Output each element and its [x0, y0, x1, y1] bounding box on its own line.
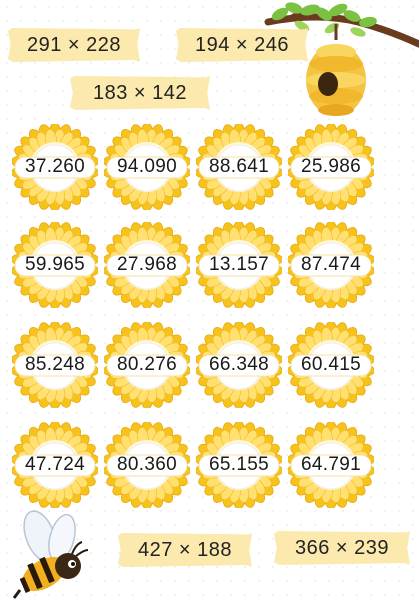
expression-tape[interactable]: 366 × 239	[274, 531, 410, 565]
expression-tape[interactable]: 194 × 246	[176, 28, 308, 62]
answer-value: 65.155	[209, 454, 269, 475]
answer-value: 60.415	[301, 354, 361, 375]
answer-value: 94.090	[117, 156, 177, 177]
answer-value: 66.348	[209, 354, 269, 375]
sunflower-answer[interactable]: 25.986	[288, 124, 374, 210]
sunflower-answer[interactable]: 37.260	[12, 124, 98, 210]
answer-value: 25.986	[301, 156, 361, 177]
sunflower-answer[interactable]: 59.965	[12, 222, 98, 308]
bee-icon	[12, 510, 89, 599]
answer-value: 27.968	[117, 254, 177, 275]
sunflower-answer[interactable]: 87.474	[288, 222, 374, 308]
expression-tape[interactable]: 291 × 228	[8, 28, 140, 62]
expression-tape[interactable]: 427 × 188	[118, 533, 252, 567]
answer-value: 80.276	[117, 354, 177, 375]
sunflower-answer[interactable]: 47.724	[12, 422, 98, 508]
sunflower-answer[interactable]: 27.968	[104, 222, 190, 308]
answer-value: 85.248	[25, 354, 85, 375]
sunflower-answer[interactable]: 64.791	[288, 422, 374, 508]
sunflower-answer[interactable]: 80.360	[104, 422, 190, 508]
sunflower-answer[interactable]: 94.090	[104, 124, 190, 210]
answer-value: 37.260	[25, 156, 85, 177]
answer-value: 13.157	[209, 254, 269, 275]
expression-tape[interactable]: 183 × 142	[70, 76, 210, 110]
answer-value: 64.791	[301, 454, 361, 475]
sunflower-answer[interactable]: 85.248	[12, 322, 98, 408]
sunflower-answer[interactable]: 80.276	[104, 322, 190, 408]
beehive-icon	[264, 2, 419, 116]
answer-value: 80.360	[117, 454, 177, 475]
answer-value: 87.474	[301, 254, 361, 275]
answer-value: 88.641	[209, 156, 269, 177]
answer-value: 47.724	[25, 454, 85, 475]
sunflower-answer[interactable]: 13.157	[196, 222, 282, 308]
answer-value: 59.965	[25, 254, 85, 275]
sunflower-answer[interactable]: 66.348	[196, 322, 282, 408]
sunflower-answer[interactable]: 65.155	[196, 422, 282, 508]
sunflower-answer[interactable]: 88.641	[196, 124, 282, 210]
sunflower-answer[interactable]: 60.415	[288, 322, 374, 408]
